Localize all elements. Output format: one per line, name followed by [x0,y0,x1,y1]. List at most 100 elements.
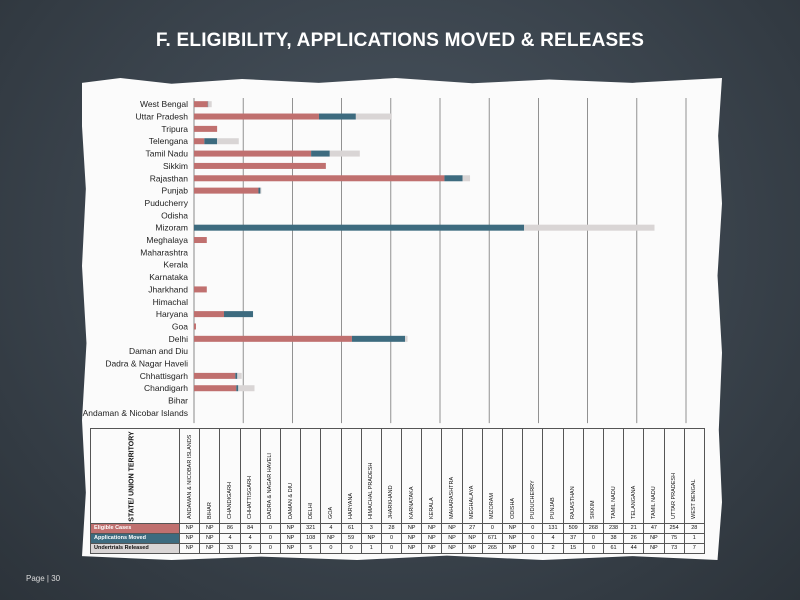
column-header-label: WEST BENGAL [691,479,698,519]
table-cell: 86 [219,523,241,534]
bar-segment [524,224,655,231]
table-column-header: PUDUCHERRY [522,428,544,524]
category-labels: West Bengal Uttar Pradesh Tripura Telengana… [83,99,189,418]
bar-chart: West Bengal Uttar Pradesh Tripura Telengana… [83,98,687,424]
table-cell: 671 [481,533,504,544]
table-cell: 37 [562,533,584,544]
table-cell: NP [199,523,221,534]
table-cell: 1 [360,543,382,554]
table-cell: 0 [259,523,281,534]
bar-segment [217,138,239,145]
column-header-label: TAMIL NADU [650,486,657,519]
table-column-header: SIKKIM [582,428,604,524]
column-header-label: ODISHA [509,497,516,519]
table-column-header: CHHATTISGARH [239,428,261,524]
table-cell: 0 [380,533,403,544]
category-label: Punjab [162,186,189,196]
table-cell: NP [279,543,302,554]
table-cell: NP [441,523,463,534]
table-cell: NP [461,533,483,544]
bar-segment [311,150,330,157]
column-header-label: PUNJAB [549,497,556,519]
column-header-label: KARNATAKA [408,486,415,520]
column-header-label: MIZORAM [489,493,496,519]
table-cell: NP [199,543,221,554]
table-row-label: Undertrials Released [90,543,180,554]
table-cell: 0 [522,533,544,544]
table-cell: 7 [683,543,705,554]
column-header-label: KERALA [428,497,435,519]
category-label: Kerala [163,260,188,270]
table-cell: 0 [259,543,281,554]
category-label: Tripura [161,124,188,134]
table-cell: 4 [320,523,342,534]
category-label: Himachal [153,297,189,307]
table-cell: NP [178,533,201,544]
table-cell: 0 [481,523,504,534]
bar-segment [204,138,218,145]
category-label: Tamil Nadu [145,149,188,159]
page-title: F. ELIGIBILITY, APPLICATIONS MOVED & REL… [155,30,645,51]
table-cell: 84 [239,523,261,534]
bar-segment [351,335,406,342]
column-header-label: TELANGANA [630,485,637,519]
column-header-label: RAJASTHAN [570,486,577,519]
state-column-header: STATE/ UNION TERRITORY [128,430,136,522]
table-column-header: PUNJAB [542,428,564,524]
table-cell: NP [643,543,665,554]
category-label: Dadra & Nagar Haveli [105,359,188,369]
table-cell: NP [501,533,524,544]
table-column-header: MIZORAM [481,428,504,524]
column-header-label: ANDAMAN & NICOBAR ISLANDS [186,434,193,519]
table-cell: 321 [300,523,322,534]
table-cell: 5 [300,543,322,554]
table-column-header: CHANDIGARH [219,428,241,524]
table-cell: 61 [340,523,362,534]
table-cell: NP [320,533,342,544]
table-column-header: ANDAMAN & NICOBAR ISLANDS [178,428,201,524]
table-row-label: Applications Moved [90,533,180,544]
table-cell: 0 [522,543,544,554]
bars [194,101,655,392]
column-header-label: GOA [327,506,334,519]
table-column-header: MAHARASHTRA [441,428,463,524]
table-cell: 4 [542,533,564,544]
category-label: Puducherry [145,198,189,208]
table-column-header: TAMIL NADU [643,428,665,524]
table-cell: 4 [239,533,261,544]
table-cell: 33 [219,543,241,554]
table-cell: 1 [683,533,705,544]
table-row-label: Eligible Cases [90,523,180,534]
category-label: Meghalaya [146,235,188,245]
table-column-header: HARYANA [340,428,362,524]
table-cell: 47 [643,523,665,534]
table-cell: NP [421,523,443,534]
table-column-header: KARNATAKA [401,428,423,524]
table-cell: 4 [219,533,241,544]
bar-segment [194,237,207,244]
column-header-label: UTTAR PRADESH [671,472,678,519]
table-column-header: DADRA & NAGAR HAVELI [259,428,281,524]
table-cell: 254 [663,523,685,534]
table-cell: 108 [300,533,322,544]
table-cell: 268 [582,523,604,534]
table-column-header: GOA [320,428,342,524]
category-label: Telengana [149,136,189,146]
column-header-label: SIKKIM [590,500,597,519]
table-cell: 238 [602,523,625,534]
column-header-label: HIMACHAL PRADESH [368,462,375,519]
table-cell: 265 [481,543,504,554]
data-table-wrap: STATE/ UNION TERRITORY ANDAMAN & NICOBAR… [90,428,705,554]
table-corner-header: STATE/ UNION TERRITORY [90,428,180,524]
category-label: Goa [172,321,188,331]
table-column-header: TELANGANA [623,428,645,524]
column-header-label: DAMAN & DIU [287,482,294,519]
bar-segment [194,311,225,318]
table-row: Eligible Cases NP NP 86 84 0 NP 321 4 61 3 28 NP NP NP… [90,523,705,534]
bar-segment [235,372,238,379]
bar-segment [329,150,360,157]
bar-segment [208,101,212,108]
category-label: Bihar [168,396,188,406]
category-label: Karnataka [149,272,188,282]
category-label: Daman and Diu [129,346,188,356]
